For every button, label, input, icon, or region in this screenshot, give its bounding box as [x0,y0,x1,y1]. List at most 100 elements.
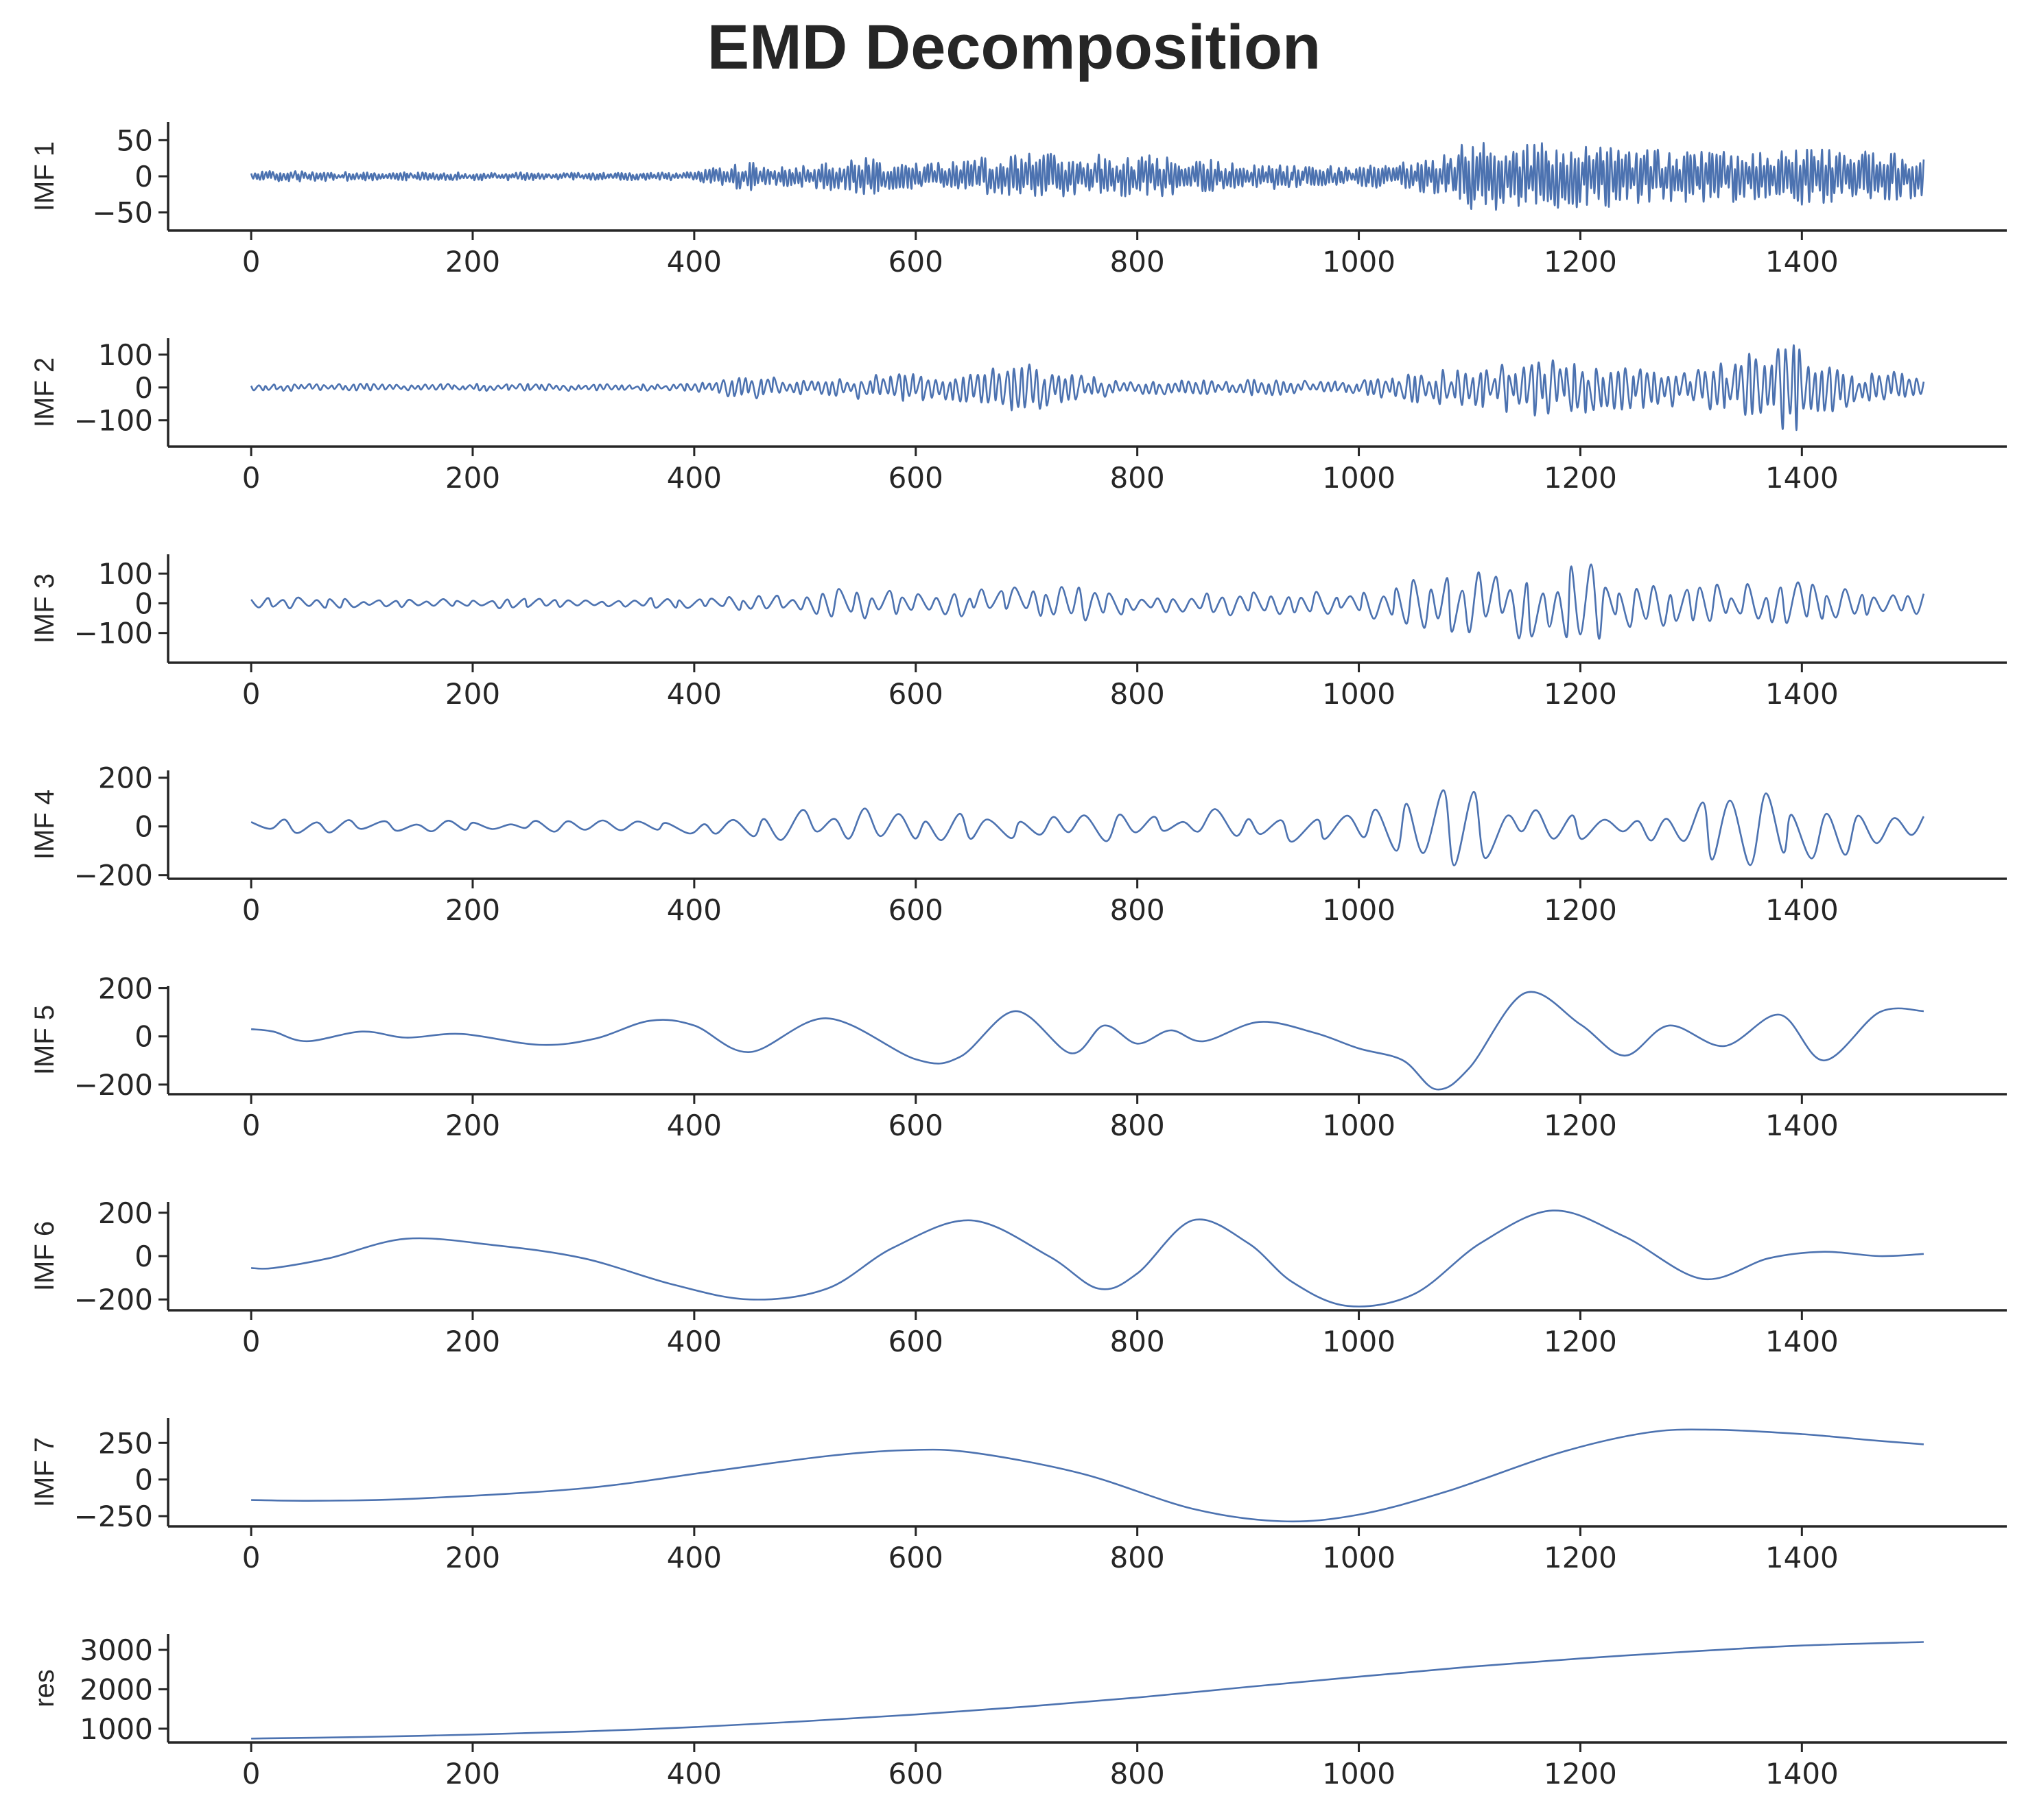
x-tick-label: 1000 [1322,893,1395,927]
y-tick-label: 0 [134,160,153,193]
x-tick-label: 0 [242,1325,261,1358]
y-axis-label: IMF 4 [30,790,60,860]
x-tick-label: 800 [1110,893,1165,927]
x-tick-label: 1200 [1544,1109,1617,1142]
x-tick-label: 600 [888,1109,943,1142]
y-tick-label: 0 [134,810,153,844]
y-tick-label: −200 [74,859,153,893]
x-tick-label: 1000 [1322,245,1395,279]
x-tick-label: 600 [888,893,943,927]
x-tick-label: 200 [445,1541,500,1574]
x-tick-label: 1000 [1322,1541,1395,1574]
y-axis-label: IMF 2 [30,357,60,427]
y-tick-label: 250 [98,1426,153,1460]
x-tick-label: 800 [1110,1541,1165,1574]
series-line [251,1641,1924,1740]
x-tick-label: 200 [445,461,500,495]
x-tick-label: 800 [1110,245,1165,279]
x-tick-label: 1200 [1544,1757,1617,1791]
x-tick-label: 800 [1110,1757,1165,1791]
x-tick-label: 1000 [1322,461,1395,495]
y-tick-label: −50 [92,196,153,230]
y-tick-label: 0 [134,1240,153,1273]
series-line [250,141,1925,211]
subplot-8: 0 200 400 600 800 1000 1200 1400 3000 2000 1000 res [30,1633,2007,1791]
x-tick-label: 1000 [1322,677,1395,711]
y-axis-label: res [30,1669,60,1707]
x-tick-label: 600 [888,1541,943,1574]
subplot-6: 0 200 400 600 800 1000 1200 1400 200 0 −200 IMF 6 [30,1196,2007,1358]
x-tick-label: 400 [667,1109,722,1142]
y-tick-label: 0 [134,587,153,620]
series-line [251,1209,1924,1308]
x-tick-label: 1200 [1544,893,1617,927]
y-axis-label: IMF 1 [30,141,60,211]
y-tick-label: 50 [117,123,153,157]
x-tick-label: 200 [445,677,500,711]
y-axis-label: IMF 6 [30,1221,60,1291]
y-tick-label: 2000 [80,1673,153,1706]
x-tick-label: 600 [888,245,943,279]
x-tick-label: 200 [445,1325,500,1358]
y-tick-label: 100 [98,338,153,372]
y-tick-label: 0 [134,371,153,405]
x-tick-label: 1400 [1765,1541,1839,1574]
x-tick-label: 0 [242,245,261,279]
series-line [250,789,1925,866]
y-tick-label: 100 [98,557,153,591]
y-tick-label: 200 [98,761,153,795]
x-tick-label: 200 [445,1757,500,1791]
y-tick-label: 200 [98,972,153,1006]
x-tick-label: 200 [445,893,500,927]
y-axis-label: IMF 7 [30,1437,60,1507]
series-line [250,563,1925,640]
x-tick-label: 1400 [1765,893,1839,927]
x-tick-label: 400 [667,893,722,927]
x-tick-label: 0 [242,677,261,711]
x-tick-label: 400 [667,1757,722,1791]
y-tick-label: 0 [134,1020,153,1054]
x-tick-label: 600 [888,1757,943,1791]
y-tick-label: 1000 [80,1712,153,1746]
x-tick-label: 1400 [1765,1757,1839,1791]
x-tick-label: 400 [667,245,722,279]
x-tick-label: 800 [1110,1325,1165,1358]
x-tick-label: 1400 [1765,1109,1839,1142]
x-tick-label: 800 [1110,677,1165,711]
x-tick-label: 200 [445,245,500,279]
x-tick-label: 1200 [1544,245,1617,279]
x-tick-label: 600 [888,677,943,711]
x-tick-label: 200 [445,1109,500,1142]
x-tick-label: 600 [888,1325,943,1358]
y-tick-label: 0 [134,1463,153,1497]
x-tick-label: 1000 [1322,1109,1395,1142]
x-tick-label: 1000 [1322,1325,1395,1358]
y-tick-label: 3000 [80,1633,153,1667]
x-tick-label: 1400 [1765,245,1839,279]
subplot-5: 0 200 400 600 800 1000 1200 1400 200 0 −200 IMF 5 [30,972,2007,1142]
chart-title: EMD Decomposition [707,12,1321,82]
y-tick-label: −100 [74,617,153,650]
x-tick-label: 1000 [1322,1757,1395,1791]
y-tick-label: −100 [74,404,153,438]
x-tick-label: 1200 [1544,1541,1617,1574]
y-tick-label: −250 [74,1500,153,1533]
x-tick-label: 1200 [1544,1325,1617,1358]
series-line [250,991,1924,1091]
y-tick-label: −200 [74,1068,153,1102]
x-tick-label: 1200 [1544,461,1617,495]
x-tick-label: 0 [242,893,261,927]
x-tick-label: 400 [667,461,722,495]
x-tick-label: 1400 [1765,677,1839,711]
x-tick-label: 1200 [1544,677,1617,711]
x-tick-label: 600 [888,461,943,495]
y-axis-label: IMF 5 [30,1005,60,1075]
x-tick-label: 400 [667,1541,722,1574]
y-tick-label: −200 [74,1283,153,1316]
y-tick-label: 200 [98,1196,153,1230]
x-tick-label: 800 [1110,461,1165,495]
